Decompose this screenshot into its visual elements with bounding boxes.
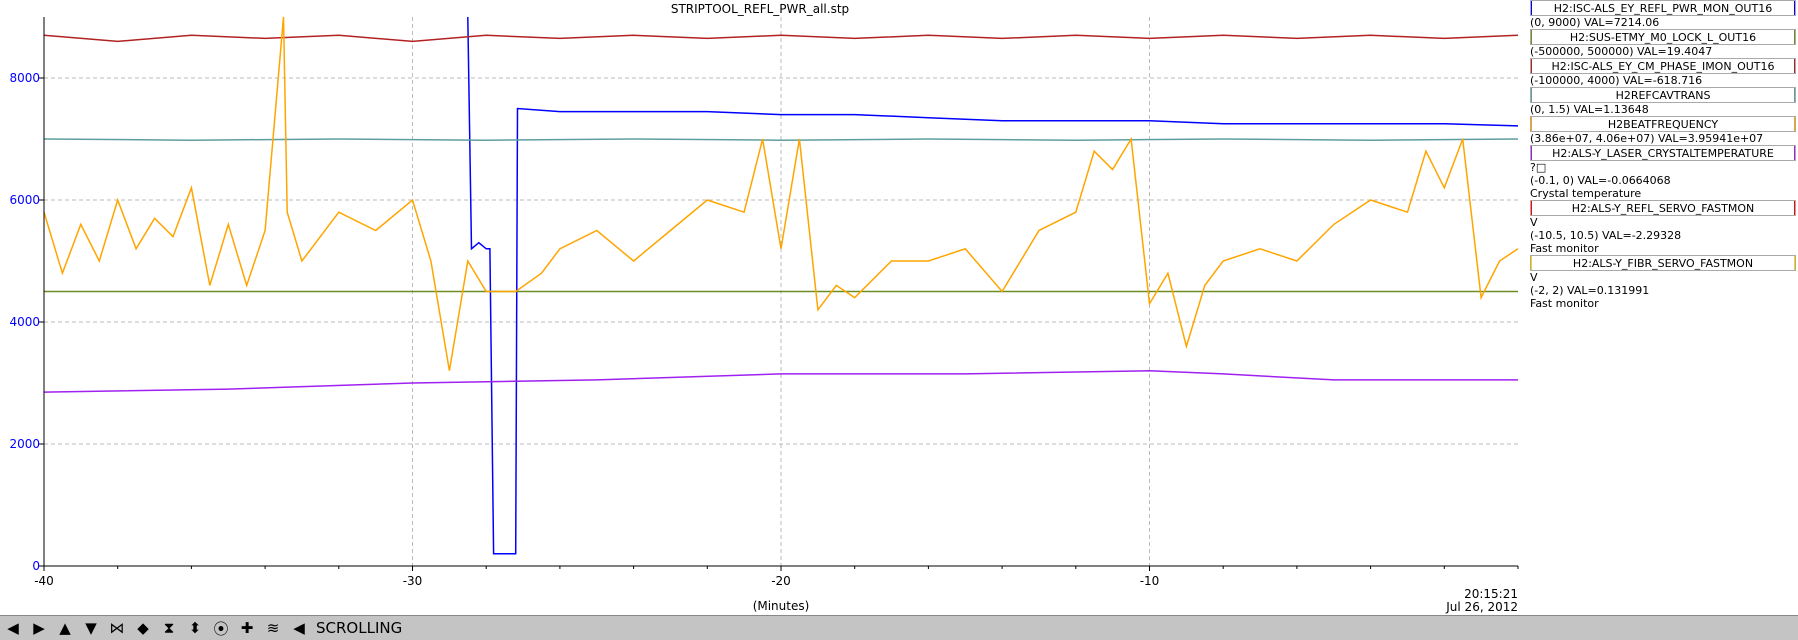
x-tick-label: -40 — [34, 574, 54, 588]
legend-series-label: H2:ISC-ALS_EY_CM_PHASE_IMON_OUT16 — [1551, 60, 1775, 73]
mode-button[interactable]: ◀ — [288, 618, 310, 638]
legend-info-line: ?□ — [1530, 161, 1547, 174]
legend-series-label: H2:SUS-ETMY_M0_LOCK_L_OUT16 — [1569, 31, 1757, 44]
x-tick-label: -30 — [403, 574, 423, 588]
y-tick-label: 0 — [32, 559, 40, 573]
legend-series-name[interactable]: H2:ALS-Y_FIBR_SERVO_FASTMON — [1530, 255, 1796, 271]
series-line-4 — [43, 16, 1519, 371]
legend-swatch — [1531, 146, 1532, 160]
legend-info-line: Crystal temperature — [1530, 187, 1642, 200]
legend-info-line: (3.86e+07, 4.06e+07) VAL=3.95941e+07 — [1530, 132, 1764, 145]
legend-series-label: H2:ISC-ALS_EY_REFL_PWR_MON_OUT16 — [1553, 2, 1773, 15]
zoom-in-y-button[interactable]: ⧗ — [158, 618, 180, 638]
legend-swatch — [1531, 88, 1532, 102]
legend-series-label: H2:ALS-Y_REFL_SERVO_FASTMON — [1571, 202, 1755, 215]
time-label: 20:15:21 — [1464, 587, 1518, 601]
toolbar-buttons: ◀ ▶ ▲ ▼ ⋈ ◆ ⧗ ⬍ ⦿ ✚ ≋ ◀ — [2, 618, 314, 638]
legend-swatch — [1794, 201, 1795, 215]
x-tick-label: -20 — [771, 574, 791, 588]
legend-item[interactable]: H2:ISC-ALS_EY_REFL_PWR_MON_OUT16 (0, 9000… — [1526, 0, 1798, 29]
legend-swatch — [1531, 30, 1532, 44]
legend-swatch — [1531, 59, 1532, 73]
legend: H2:ISC-ALS_EY_REFL_PWR_MON_OUT16 (0, 9000… — [1526, 0, 1798, 615]
legend-swatch — [1794, 256, 1795, 270]
series-line-0 — [467, 16, 1519, 555]
legend-item[interactable]: H2:ALS-Y_FIBR_SERVO_FASTMON V (-2, 2) VAL=… — [1526, 255, 1798, 310]
scroll-down-button[interactable]: ▼ — [80, 618, 102, 638]
reset-button[interactable]: ✚ — [236, 618, 258, 638]
axis-layer — [39, 17, 1519, 571]
legend-swatch — [1794, 59, 1795, 73]
legend-info-line: (0, 9000) VAL=7214.06 — [1530, 16, 1660, 29]
legend-info-line: (-2, 2) VAL=0.131991 — [1530, 284, 1650, 297]
scroll-left-button[interactable]: ◀ — [2, 618, 24, 638]
y-tick-label: 2000 — [9, 437, 40, 451]
legend-series-name[interactable]: H2:ISC-ALS_EY_CM_PHASE_IMON_OUT16 — [1530, 58, 1796, 74]
legend-info-line: V — [1530, 271, 1538, 284]
legend-info-line: V — [1530, 216, 1538, 229]
x-axis-label: (Minutes) — [753, 599, 810, 613]
legend-swatch — [1531, 117, 1532, 131]
series-line-2 — [43, 34, 1519, 43]
series-line-5 — [43, 370, 1518, 393]
y-tick-label: 8000 — [9, 71, 40, 85]
legend-info-line: (-500000, 500000) VAL=19.4047 — [1530, 45, 1713, 58]
scroll-right-button[interactable]: ▶ — [28, 618, 50, 638]
refresh-button[interactable]: ≋ — [262, 618, 284, 638]
legend-info-line: (0, 1.5) VAL=1.13648 — [1530, 103, 1649, 116]
page-title: STRIPTOOL_REFL_PWR_all.stp — [670, 2, 850, 16]
legend-swatch — [1531, 256, 1532, 270]
legend-item[interactable]: H2:ALS-Y_REFL_SERVO_FASTMON V (-10.5, 10.5… — [1526, 200, 1798, 255]
legend-item[interactable]: H2BEATFREQUENCY (3.86e+07, 4.06e+07) VAL=… — [1526, 116, 1798, 145]
legend-swatch — [1794, 1, 1795, 15]
y-tick-label: 6000 — [9, 193, 40, 207]
legend-info-line: (-0.1, 0) VAL=-0.0664068 — [1530, 174, 1671, 187]
date-label: Jul 26, 2012 — [1445, 600, 1518, 614]
legend-series-name[interactable]: H2BEATFREQUENCY — [1530, 116, 1796, 132]
legend-series-name[interactable]: H2:SUS-ETMY_M0_LOCK_L_OUT16 — [1530, 29, 1796, 45]
legend-series-label: H2REFCAVTRANS — [1615, 89, 1711, 102]
x-tick-label: -10 — [1140, 574, 1160, 588]
legend-swatch — [1794, 30, 1795, 44]
zoom-in-x-button[interactable]: ⋈ — [106, 618, 128, 638]
series-line-3 — [43, 138, 1519, 141]
zoom-out-y-button[interactable]: ⬍ — [184, 618, 206, 638]
strip-chart[interactable]: 0 2000 4000 6000 8000 -40 -30 -20 -10 (Minutes) 20… — [0, 0, 1526, 615]
legend-info-line: (-100000, 4000) VAL=-618.716 — [1530, 74, 1703, 87]
legend-swatch — [1531, 201, 1532, 215]
legend-swatch — [1794, 146, 1795, 160]
legend-swatch — [1531, 1, 1532, 15]
labels-layer: 0 2000 4000 6000 8000 -40 -30 -20 -10 (Minutes) 20… — [9, 71, 1518, 614]
mode-label: SCROLLING — [316, 619, 403, 637]
legend-info-line: (-10.5, 10.5) VAL=-2.29328 — [1530, 229, 1682, 242]
legend-item[interactable]: H2:ALS-Y_LASER_CRYSTALTEMPERATURE ?□ (-0.1… — [1526, 145, 1798, 200]
legend-series-label: H2:ALS-Y_LASER_CRYSTALTEMPERATURE — [1552, 147, 1774, 160]
legend-swatch — [1794, 88, 1795, 102]
legend-item[interactable]: H2:ISC-ALS_EY_CM_PHASE_IMON_OUT16 (-10000… — [1526, 58, 1798, 87]
legend-item[interactable]: H2:SUS-ETMY_M0_LOCK_L_OUT16 (-500000, 500… — [1526, 29, 1798, 58]
legend-item[interactable]: H2REFCAVTRANS (0, 1.5) VAL=1.13648 — [1526, 87, 1798, 116]
series-layer — [43, 16, 1519, 555]
autoscale-button[interactable]: ⦿ — [210, 618, 232, 638]
legend-series-label: H2:ALS-Y_FIBR_SERVO_FASTMON — [1572, 257, 1754, 270]
legend-info-line: Fast monitor — [1530, 297, 1599, 310]
legend-series-name[interactable]: H2:ALS-Y_REFL_SERVO_FASTMON — [1530, 200, 1796, 216]
legend-series-label: H2BEATFREQUENCY — [1607, 118, 1719, 131]
legend-series-name[interactable]: H2:ALS-Y_LASER_CRYSTALTEMPERATURE — [1530, 145, 1796, 161]
legend-series-name[interactable]: H2:ISC-ALS_EY_REFL_PWR_MON_OUT16 — [1530, 0, 1796, 16]
zoom-out-x-button[interactable]: ◆ — [132, 618, 154, 638]
legend-swatch — [1794, 117, 1795, 131]
toolbar: ◀ ▶ ▲ ▼ ⋈ ◆ ⧗ ⬍ ⦿ ✚ ≋ ◀ SCROLLING — [0, 615, 1798, 640]
legend-series-name[interactable]: H2REFCAVTRANS — [1530, 87, 1796, 103]
y-tick-label: 4000 — [9, 315, 40, 329]
scroll-up-button[interactable]: ▲ — [54, 618, 76, 638]
legend-info-line: Fast monitor — [1530, 242, 1599, 255]
